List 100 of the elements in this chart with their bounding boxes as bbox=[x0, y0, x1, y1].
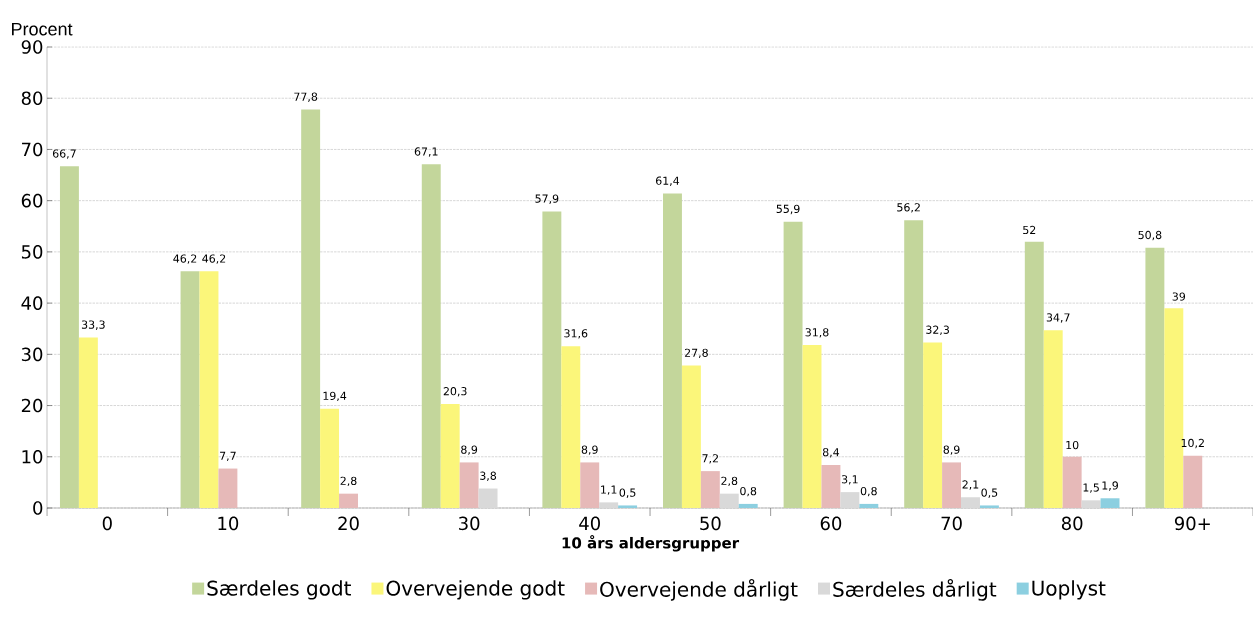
bar bbox=[542, 211, 562, 508]
bar bbox=[561, 346, 581, 508]
bar bbox=[78, 337, 98, 508]
bar bbox=[478, 488, 498, 508]
y-tick-label: 80 bbox=[21, 91, 43, 106]
y-tick-label: 70 bbox=[22, 142, 43, 157]
data-label: 57,9 bbox=[535, 194, 559, 204]
data-label: 8,4 bbox=[822, 448, 840, 458]
data-label: 39 bbox=[1172, 292, 1186, 301]
y-tick-label: 60 bbox=[21, 193, 43, 208]
bar bbox=[961, 497, 980, 508]
data-label: 1,5 bbox=[1083, 483, 1099, 493]
data-label: 19,4 bbox=[323, 391, 347, 402]
x-tick-label: 90+ bbox=[1174, 516, 1210, 531]
data-label: 10,2 bbox=[1181, 438, 1204, 449]
data-label: 50,8 bbox=[1138, 230, 1162, 241]
data-label: 66,7 bbox=[52, 149, 76, 159]
bar bbox=[1043, 330, 1063, 508]
data-label: 46,2 bbox=[173, 254, 197, 264]
y-tick-label: 0 bbox=[33, 501, 43, 515]
y-tick-label: 50 bbox=[21, 245, 43, 259]
data-label: 32,3 bbox=[926, 325, 949, 336]
bar bbox=[904, 220, 924, 508]
legend-label: Uoplyst bbox=[1032, 580, 1106, 600]
bar bbox=[681, 365, 701, 508]
bar bbox=[580, 462, 600, 508]
bar bbox=[301, 109, 321, 508]
data-label: 1,1 bbox=[601, 485, 617, 495]
data-label: 31,6 bbox=[564, 329, 588, 339]
data-label: 8,9 bbox=[943, 445, 960, 455]
y-tick-label: 40 bbox=[21, 296, 43, 310]
data-label: 3,8 bbox=[480, 471, 497, 481]
bar bbox=[859, 503, 879, 508]
x-tick-label: 70 bbox=[941, 516, 962, 531]
y-tick-label: 10 bbox=[22, 449, 43, 464]
bar bbox=[440, 404, 460, 508]
bar bbox=[59, 166, 79, 508]
bar bbox=[1145, 247, 1165, 508]
data-label: 7,7 bbox=[220, 451, 236, 462]
data-label: 2,1 bbox=[962, 480, 979, 490]
y-tick-label: 30 bbox=[21, 347, 43, 362]
x-tick-label: 0 bbox=[102, 516, 112, 531]
bar bbox=[738, 503, 758, 508]
bar bbox=[840, 492, 860, 508]
data-label: 77,8 bbox=[294, 92, 318, 102]
data-label: 0,8 bbox=[860, 486, 877, 497]
bar bbox=[923, 342, 943, 508]
data-label: 34,7 bbox=[1046, 313, 1070, 323]
bar bbox=[1081, 500, 1101, 508]
data-label: 52 bbox=[1023, 225, 1036, 235]
data-label: 46,2 bbox=[202, 254, 226, 264]
data-label: 10 bbox=[1066, 440, 1079, 450]
data-label: 3,1 bbox=[841, 475, 858, 485]
y-axis-title: Procent bbox=[12, 22, 73, 36]
data-label: 0,5 bbox=[619, 488, 636, 498]
y-tick-label: 90 bbox=[21, 40, 43, 54]
bar bbox=[218, 468, 238, 508]
bar bbox=[339, 493, 358, 508]
data-label: 0,8 bbox=[740, 486, 757, 497]
bar bbox=[599, 502, 619, 508]
data-label: 1,9 bbox=[1102, 481, 1118, 491]
x-tick-label: 80 bbox=[1061, 516, 1083, 531]
y-tick-label: 20 bbox=[21, 398, 43, 413]
data-label: 20,3 bbox=[443, 387, 467, 397]
bar bbox=[979, 505, 999, 508]
data-label: 2,8 bbox=[721, 476, 738, 487]
legend-label: Overvejende godt bbox=[386, 580, 565, 600]
bar bbox=[320, 408, 340, 508]
data-label: 8,9 bbox=[461, 445, 478, 455]
x-tick-label: 20 bbox=[338, 516, 359, 531]
data-label: 27,8 bbox=[684, 348, 708, 359]
bar bbox=[1062, 456, 1082, 508]
bar bbox=[1024, 241, 1044, 508]
bar bbox=[700, 471, 720, 508]
data-label: 8,9 bbox=[581, 445, 598, 455]
data-label: 2,8 bbox=[340, 476, 357, 487]
data-label: 67,1 bbox=[414, 147, 438, 157]
legend-label: Særdeles dårligt bbox=[833, 579, 997, 601]
x-axis-title: 10 års aldersgrupper bbox=[562, 535, 740, 552]
legend-label: Overvejende dårligt bbox=[600, 579, 798, 601]
x-tick-label: 40 bbox=[579, 516, 600, 531]
bar bbox=[802, 345, 822, 508]
bar bbox=[618, 505, 638, 508]
legend-label: Særdeles godt bbox=[207, 580, 351, 600]
bar bbox=[821, 464, 841, 508]
x-tick-label: 50 bbox=[700, 516, 721, 531]
data-label: 7,2 bbox=[702, 454, 718, 464]
bar bbox=[1100, 498, 1120, 508]
bar bbox=[1183, 455, 1203, 508]
bar bbox=[783, 221, 803, 508]
data-label: 61,4 bbox=[655, 176, 680, 186]
bar bbox=[719, 493, 739, 508]
bar bbox=[421, 164, 441, 508]
bar bbox=[663, 193, 682, 508]
data-label: 0,5 bbox=[981, 488, 998, 498]
x-tick-label: 60 bbox=[820, 516, 842, 531]
data-label: 31,8 bbox=[805, 328, 829, 338]
bar bbox=[942, 462, 962, 508]
bar bbox=[459, 462, 479, 508]
data-label: 56,2 bbox=[897, 203, 920, 213]
